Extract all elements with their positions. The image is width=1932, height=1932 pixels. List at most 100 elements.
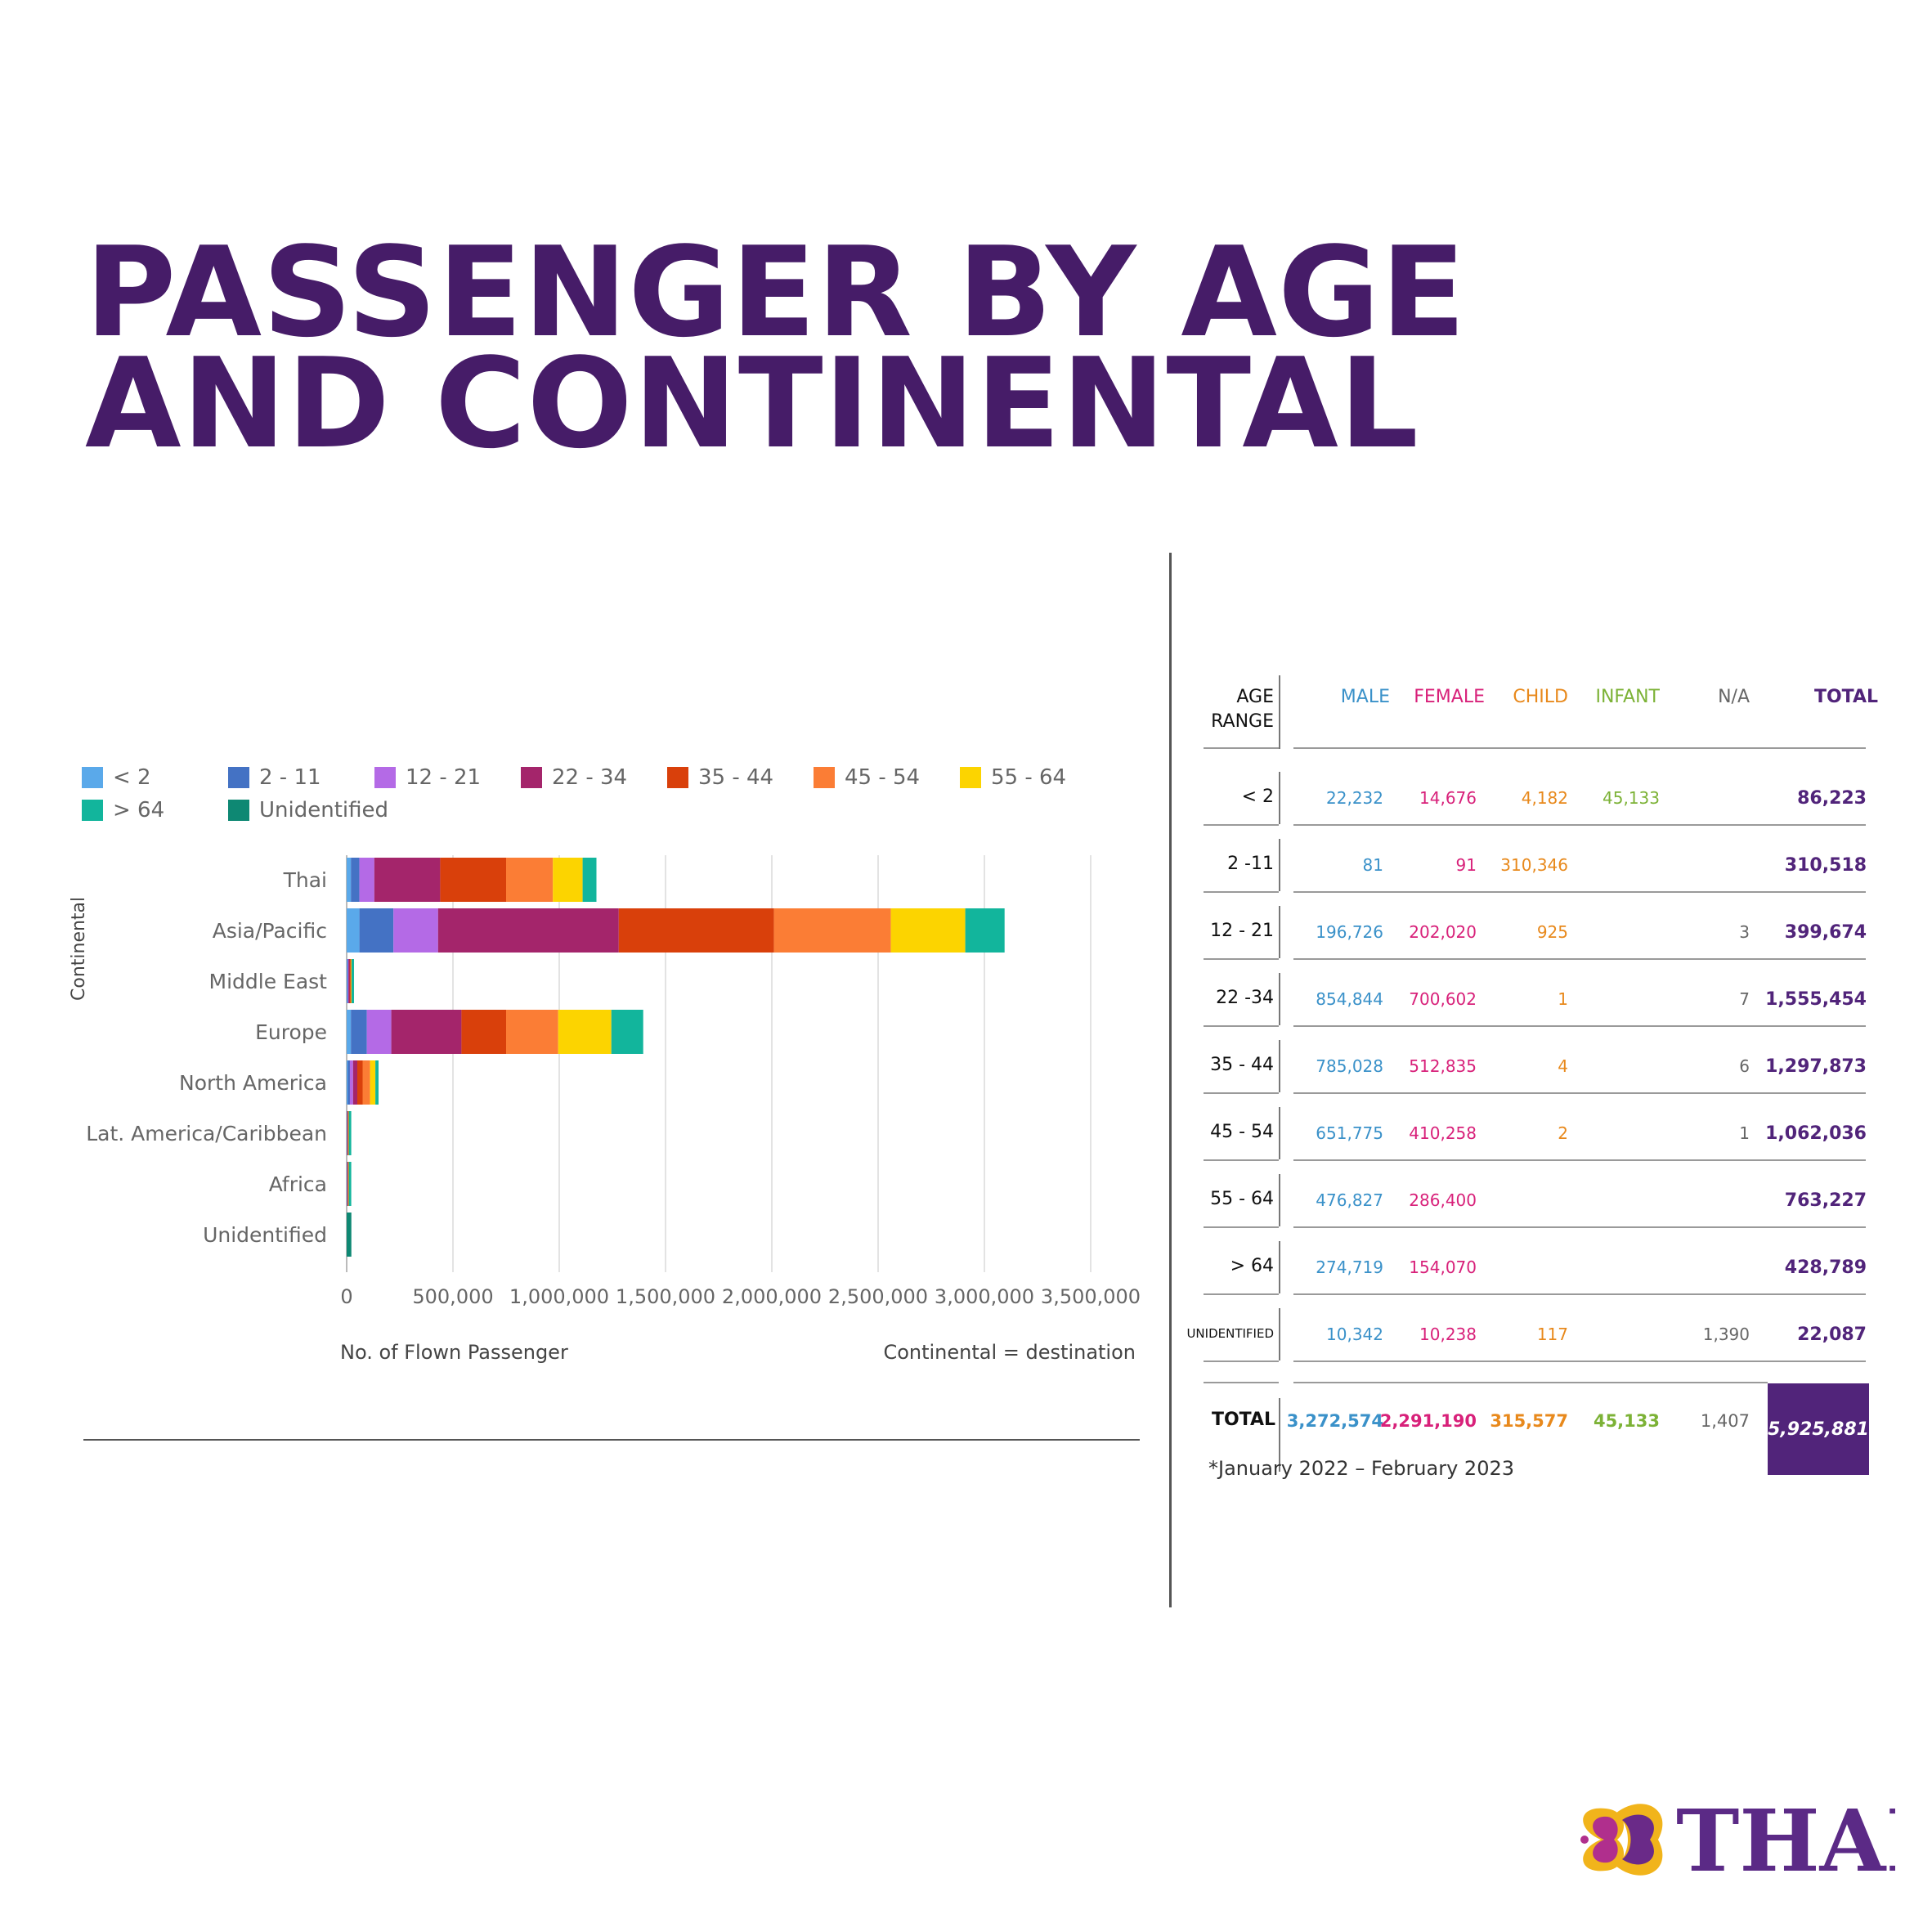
legend-item: Unidentified (228, 798, 388, 823)
row-divider (1279, 1174, 1280, 1226)
bar-segment (347, 1010, 352, 1054)
row-underline-right (1293, 1159, 1866, 1161)
row-underline-right (1293, 1293, 1866, 1295)
bar-segment (357, 1060, 363, 1105)
row-underline-left (1204, 1360, 1279, 1362)
header-total: TOTAL (1813, 687, 1878, 707)
cell-total: 310,518 (1784, 855, 1867, 876)
cell-total: 1,555,454 (1765, 989, 1867, 1010)
legend-item: 55 - 64 (960, 765, 1066, 790)
cell-male: 81 (1362, 855, 1383, 875)
x-tick-label: 2,000,000 (722, 1285, 822, 1308)
total-underline-left (1204, 1382, 1279, 1383)
legend-item: < 2 (82, 765, 151, 790)
row-underline-right (1293, 1025, 1866, 1027)
legend-item: 2 - 11 (228, 765, 321, 790)
cell-male: 196,726 (1316, 922, 1383, 942)
legend-item: 45 - 54 (814, 765, 920, 790)
bar-segment (391, 1010, 462, 1054)
bar-segment (773, 908, 891, 953)
bar-segment (347, 858, 352, 902)
cell-total: 1,062,036 (1765, 1123, 1867, 1144)
row-divider (1279, 1107, 1280, 1159)
cell-female: 700,602 (1409, 989, 1477, 1009)
row-label: 35 - 44 (1210, 1055, 1274, 1075)
bar-segment (582, 858, 597, 902)
bar-segment (349, 1060, 353, 1105)
legend-swatch (521, 767, 542, 788)
row-label: 2 -11 (1227, 854, 1274, 874)
bar-segment (437, 908, 619, 953)
row-underline-left (1204, 824, 1279, 826)
total-row-divider (1279, 1398, 1280, 1472)
header-underline-left (1204, 747, 1279, 749)
row-underline-right (1293, 824, 1866, 826)
cell-na: 3 (1739, 922, 1750, 942)
category-label: Unidentified (203, 1223, 327, 1247)
row-underline-right (1293, 1226, 1866, 1228)
destination-note: Continental = destination (883, 1341, 1136, 1364)
thai-orchid-logo-icon: THAI (1580, 1791, 1895, 1889)
row-divider (1279, 973, 1280, 1025)
row-label: UNIDENTIFIED (1186, 1326, 1274, 1341)
header-infant: INFANT (1595, 687, 1660, 707)
bar-segment (375, 1060, 379, 1105)
total-female: 2,291,190 (1379, 1411, 1477, 1431)
category-label: Africa (269, 1172, 327, 1196)
legend-swatch (228, 767, 249, 788)
row-underline-right (1293, 1360, 1866, 1362)
x-tick-label: 0 (340, 1285, 352, 1308)
row-underline-right (1293, 1092, 1866, 1094)
cell-male: 854,844 (1316, 989, 1383, 1009)
chart-bottom-divider (83, 1439, 1140, 1441)
legend-swatch (667, 767, 688, 788)
legend-label: < 2 (113, 765, 151, 790)
cell-female: 10,238 (1419, 1325, 1477, 1344)
bar-segment (461, 1010, 506, 1054)
legend-item: 35 - 44 (667, 765, 773, 790)
cell-total: 1,297,873 (1765, 1056, 1867, 1077)
header-underline-right (1293, 747, 1866, 749)
row-divider (1279, 1308, 1280, 1360)
cell-infant: 45,133 (1603, 788, 1660, 808)
total-na: 1,407 (1700, 1411, 1750, 1431)
cell-child: 4,182 (1521, 788, 1568, 808)
cell-male: 476,827 (1316, 1190, 1383, 1210)
bar-segment (359, 908, 394, 953)
legend-label: 12 - 21 (406, 765, 482, 790)
row-label: > 64 (1230, 1256, 1274, 1276)
header-female: FEMALE (1414, 687, 1485, 707)
bar-segment (553, 858, 583, 902)
bar-segment (347, 1213, 352, 1257)
bar-segment (558, 1010, 612, 1054)
cell-na: 7 (1739, 989, 1750, 1009)
bar-segment (347, 908, 360, 953)
cell-child: 310,346 (1500, 855, 1568, 875)
bar-segment (351, 959, 354, 1003)
row-divider (1279, 1040, 1280, 1092)
cell-child: 1 (1558, 989, 1568, 1009)
bar-segment (351, 1010, 367, 1054)
cell-female: 154,070 (1409, 1257, 1477, 1277)
cell-child: 117 (1536, 1325, 1568, 1344)
bar-segment (359, 858, 374, 902)
row-underline-left (1204, 1025, 1279, 1027)
row-divider (1279, 906, 1280, 958)
legend-label: 35 - 44 (698, 765, 774, 790)
legend-label: 45 - 54 (845, 765, 921, 790)
cell-female: 286,400 (1409, 1190, 1477, 1210)
row-label: 22 -34 (1216, 988, 1274, 1008)
total-infant: 45,133 (1593, 1411, 1660, 1431)
category-label: Asia/Pacific (213, 919, 327, 943)
bar-segment (362, 1060, 370, 1105)
cell-male: 10,342 (1326, 1325, 1383, 1344)
row-divider (1279, 839, 1280, 891)
legend-swatch (82, 800, 103, 821)
cell-female: 512,835 (1409, 1056, 1477, 1076)
row-underline-left (1204, 1293, 1279, 1295)
bar-segment (506, 858, 554, 902)
row-underline-left (1204, 958, 1279, 960)
cell-na: 1 (1739, 1123, 1750, 1143)
row-underline-left (1204, 891, 1279, 893)
legend-label: 2 - 11 (259, 765, 321, 790)
